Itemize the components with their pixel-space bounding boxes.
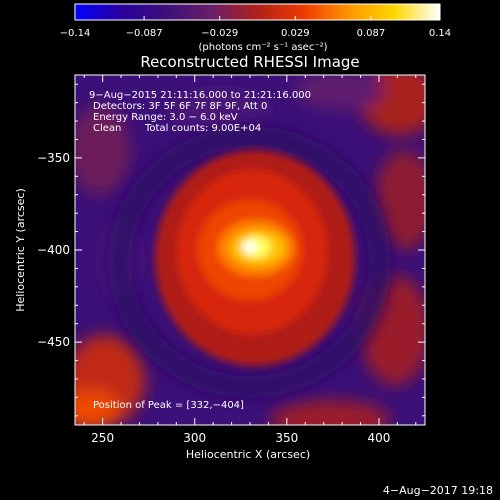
x-tick-label: 300 (183, 431, 206, 445)
colorbar (74, 3, 441, 21)
x-tick-label: 250 (91, 431, 114, 445)
y-tick-label: −400 (37, 243, 70, 257)
colorbar-tick-label: −0.029 (201, 28, 238, 39)
energy-annotation: Energy Range: 3.0 − 6.0 keV (93, 112, 238, 123)
time-range-annotation: 9−Aug−2015 21:11:16.000 to 21:21:16.000 (89, 90, 311, 101)
y-tick-label: −450 (37, 335, 70, 349)
x-axis-label: Heliocentric X (arcsec) (186, 448, 310, 461)
y-tick-label: −350 (37, 151, 70, 165)
method-annotation: Clean (93, 123, 121, 134)
colorbar-tick-label: −0.087 (126, 28, 163, 39)
colorbar-tick-label: 0.029 (281, 28, 310, 39)
axis-ticks: 250 300 350 400 −350 −400 −450 (37, 75, 425, 445)
counts-annotation: Total counts: 9.00E+04 (144, 123, 261, 134)
x-tick-label: 400 (367, 431, 390, 445)
heatmap-image (75, 75, 425, 425)
colorbar-tick-label: −0.14 (60, 28, 91, 39)
colorbar-tick-label: 0.087 (357, 28, 386, 39)
y-axis-label: Heliocentric Y (arcsec) (14, 188, 27, 312)
colorbar-ticks: −0.14 −0.087 −0.029 0.029 0.087 0.14 (60, 16, 451, 39)
detectors-annotation: Detectors: 3F 5F 6F 7F 8F 9F, Att 0 (93, 101, 267, 112)
x-tick-label: 350 (275, 431, 298, 445)
peak-annotation: Position of Peak = [332,−404] (93, 400, 244, 411)
footer-date: 4−Aug−2017 19:18 (383, 484, 493, 497)
colorbar-unit-label: (photons cm⁻² s⁻¹ asec⁻²) (198, 42, 327, 53)
colorbar-tick-label: 0.14 (429, 28, 451, 39)
chart-title: Reconstructed RHESSI Image (140, 53, 359, 71)
